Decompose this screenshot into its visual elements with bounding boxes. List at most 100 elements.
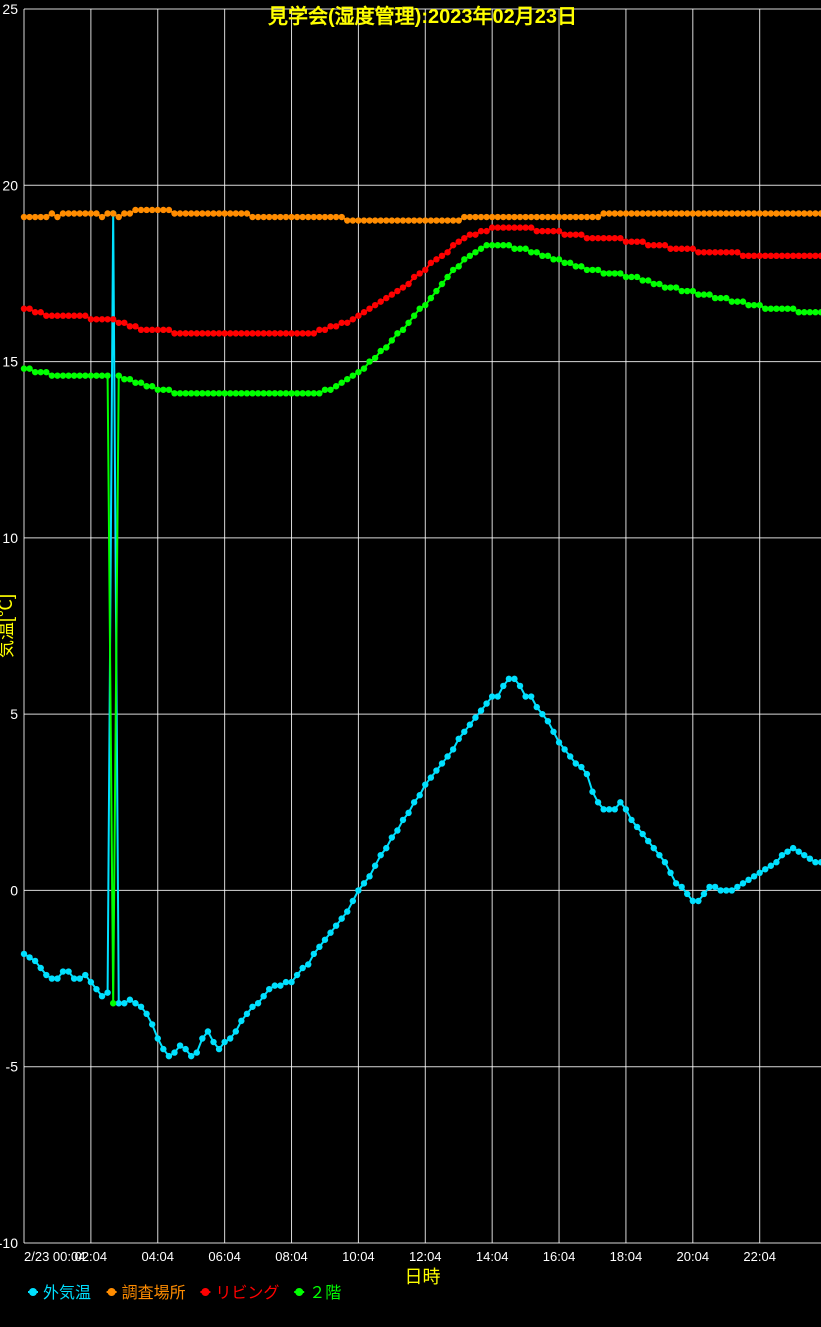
series-marker xyxy=(350,372,356,378)
series-marker xyxy=(160,387,166,393)
y-tick-label: 20 xyxy=(2,177,18,193)
series-marker xyxy=(194,210,200,216)
series-marker xyxy=(244,210,250,216)
series-marker xyxy=(316,944,322,950)
series-marker xyxy=(567,231,573,237)
series-marker xyxy=(77,372,83,378)
series-marker xyxy=(205,210,211,216)
series-marker xyxy=(517,214,523,220)
series-marker xyxy=(49,210,55,216)
series-marker xyxy=(38,309,44,315)
legend-label: リビング xyxy=(215,1284,279,1302)
series-marker xyxy=(612,235,618,241)
series-marker xyxy=(260,214,266,220)
series-marker xyxy=(155,327,161,333)
series-marker xyxy=(216,1046,222,1052)
series-marker xyxy=(272,982,278,988)
series-marker xyxy=(38,965,44,971)
series-marker xyxy=(383,344,389,350)
series-marker xyxy=(77,975,83,981)
series-marker xyxy=(461,235,467,241)
series-marker xyxy=(717,295,723,301)
series-marker xyxy=(634,274,640,280)
y-tick-label: 0 xyxy=(10,882,18,898)
series-marker xyxy=(366,358,372,364)
series-marker xyxy=(155,387,161,393)
series-marker xyxy=(439,253,445,259)
series-marker xyxy=(779,210,785,216)
series-marker xyxy=(539,214,545,220)
series-marker xyxy=(678,246,684,252)
series-marker xyxy=(294,972,300,978)
series-marker xyxy=(467,214,473,220)
series-marker xyxy=(104,210,110,216)
series-marker xyxy=(216,330,222,336)
series-marker xyxy=(751,253,757,259)
series-marker xyxy=(745,877,751,883)
series-marker xyxy=(216,390,222,396)
series-marker xyxy=(338,214,344,220)
series-marker xyxy=(316,214,322,220)
series-marker xyxy=(249,214,255,220)
series-marker xyxy=(600,270,606,276)
series-marker xyxy=(428,260,434,266)
series-marker xyxy=(60,372,66,378)
series-marker xyxy=(734,298,740,304)
series-marker xyxy=(801,210,807,216)
series-marker xyxy=(400,217,406,223)
series-marker xyxy=(177,210,183,216)
series-marker xyxy=(483,228,489,234)
series-marker xyxy=(606,210,612,216)
series-marker xyxy=(589,235,595,241)
series-marker xyxy=(32,369,38,375)
series-marker xyxy=(143,327,149,333)
series-marker xyxy=(639,831,645,837)
y-tick-label: 10 xyxy=(2,530,18,546)
series-marker xyxy=(444,274,450,280)
series-marker xyxy=(751,302,757,308)
series-marker xyxy=(550,228,556,234)
series-marker xyxy=(561,214,567,220)
series-marker xyxy=(65,372,71,378)
series-marker xyxy=(417,270,423,276)
series-marker xyxy=(38,214,44,220)
series-marker xyxy=(617,235,623,241)
series-marker xyxy=(333,214,339,220)
series-marker xyxy=(483,700,489,706)
series-marker xyxy=(723,887,729,893)
series-marker xyxy=(160,1046,166,1052)
series-marker xyxy=(288,330,294,336)
series-marker xyxy=(394,827,400,833)
series-marker xyxy=(77,210,83,216)
series-marker xyxy=(495,214,501,220)
series-marker xyxy=(656,852,662,858)
series-marker xyxy=(673,246,679,252)
series-marker xyxy=(366,217,372,223)
series-marker xyxy=(483,214,489,220)
series-marker xyxy=(82,972,88,978)
series-marker xyxy=(639,277,645,283)
series-marker xyxy=(606,235,612,241)
series-marker xyxy=(489,224,495,230)
series-marker xyxy=(417,305,423,311)
series-marker xyxy=(372,302,378,308)
series-marker xyxy=(160,207,166,213)
series-marker xyxy=(143,383,149,389)
series-marker xyxy=(283,330,289,336)
y-axis-label: 気温[℃] xyxy=(0,594,16,658)
series-marker xyxy=(528,224,534,230)
series-marker xyxy=(729,298,735,304)
series-marker xyxy=(756,210,762,216)
series-marker xyxy=(377,217,383,223)
series-marker xyxy=(784,848,790,854)
series-marker xyxy=(333,383,339,389)
series-marker xyxy=(110,210,116,216)
series-marker xyxy=(188,210,194,216)
series-marker xyxy=(578,214,584,220)
series-marker xyxy=(428,217,434,223)
series-marker xyxy=(99,372,105,378)
series-marker xyxy=(807,309,813,315)
series-marker xyxy=(740,880,746,886)
series-marker xyxy=(773,859,779,865)
series-marker xyxy=(762,210,768,216)
